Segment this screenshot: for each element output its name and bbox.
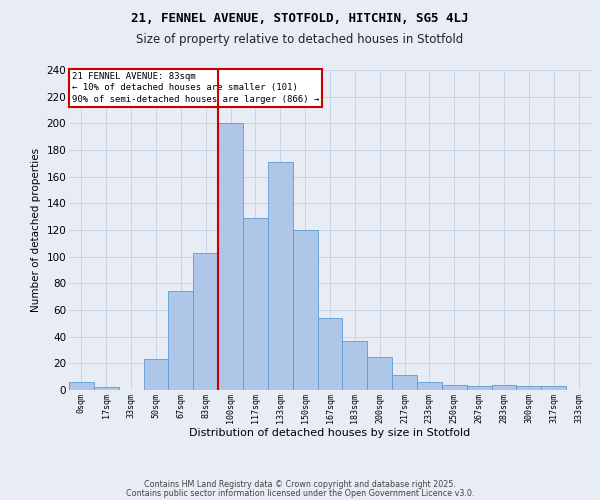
Bar [317,318,343,390]
Bar [169,292,193,390]
Bar [467,386,491,390]
Text: Contains public sector information licensed under the Open Government Licence v3: Contains public sector information licen… [126,488,474,498]
Bar [442,384,467,390]
Bar [94,388,119,390]
Bar [491,384,517,390]
Bar [293,230,317,390]
Bar [367,356,392,390]
Bar [517,386,541,390]
Text: Size of property relative to detached houses in Stotfold: Size of property relative to detached ho… [136,32,464,46]
Bar [218,124,243,390]
Bar [243,218,268,390]
Bar [193,252,218,390]
Bar [343,340,367,390]
Bar [268,162,293,390]
Y-axis label: Number of detached properties: Number of detached properties [31,148,41,312]
Bar [541,386,566,390]
Bar [69,382,94,390]
Bar [417,382,442,390]
Bar [392,376,417,390]
Text: 21, FENNEL AVENUE, STOTFOLD, HITCHIN, SG5 4LJ: 21, FENNEL AVENUE, STOTFOLD, HITCHIN, SG… [131,12,469,26]
Bar [143,360,169,390]
X-axis label: Distribution of detached houses by size in Stotfold: Distribution of detached houses by size … [190,428,470,438]
Text: 21 FENNEL AVENUE: 83sqm
← 10% of detached houses are smaller (101)
90% of semi-d: 21 FENNEL AVENUE: 83sqm ← 10% of detache… [71,72,319,104]
Text: Contains HM Land Registry data © Crown copyright and database right 2025.: Contains HM Land Registry data © Crown c… [144,480,456,489]
